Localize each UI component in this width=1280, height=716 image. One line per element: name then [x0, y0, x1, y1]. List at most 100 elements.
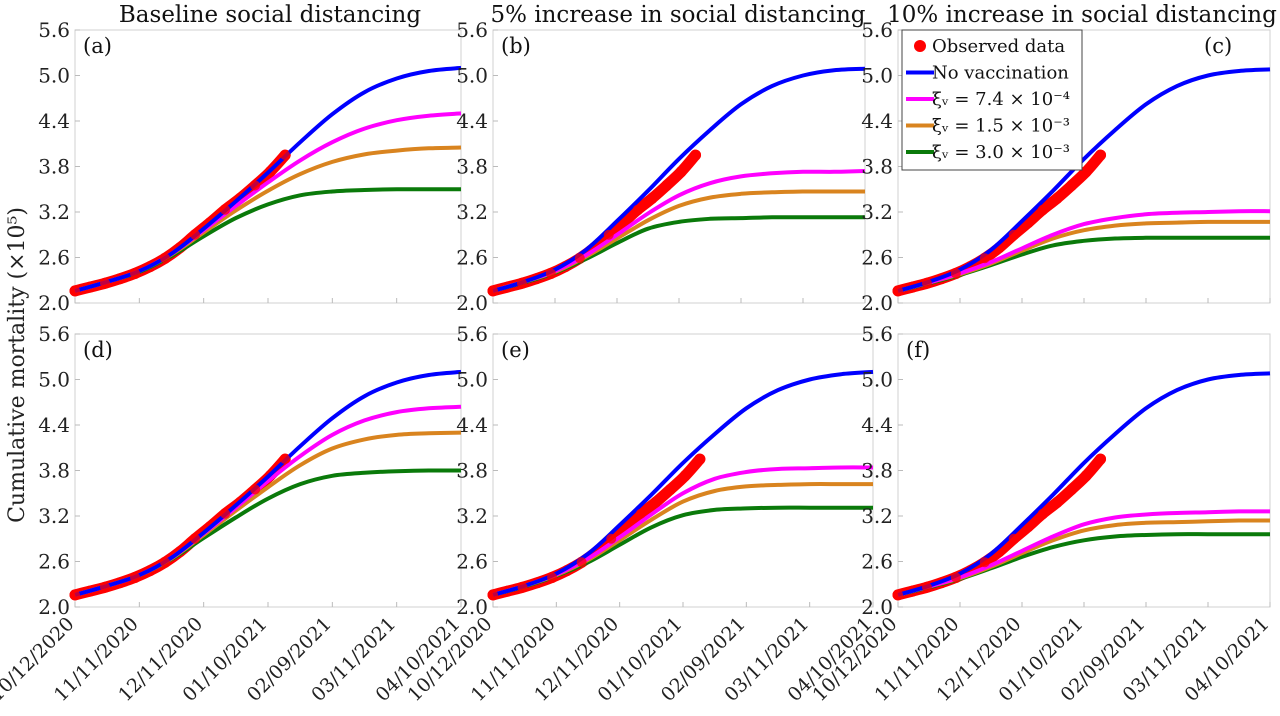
observed-data-point — [679, 470, 691, 482]
series-line-no-vaccination — [897, 371, 1271, 597]
panel-b: 2.0 2.6 3.2 3.8 4.4 5.0 5.6 (b) — [456, 18, 866, 315]
observed-data-point — [100, 582, 111, 593]
observed-data-point — [694, 454, 705, 465]
y-tick-label: 2.6 — [861, 550, 893, 574]
observed-data-point — [190, 533, 201, 544]
y-tick-label: 4.4 — [861, 109, 893, 133]
legend-label: ξᵥ = 3.0 × 10⁻³ — [932, 142, 1070, 163]
observed-data-point — [1008, 229, 1019, 240]
y-tick-label: 2.0 — [861, 291, 893, 315]
observed-data-point — [893, 589, 903, 600]
y-tick-label: 5.6 — [456, 18, 488, 42]
observed-data-point — [130, 268, 141, 279]
column-title-0: Baseline social distancing — [119, 2, 421, 28]
y-tick-label: 3.2 — [861, 200, 893, 224]
y-tick-label: 5.0 — [38, 64, 70, 88]
y-tick-label: 4.4 — [38, 413, 70, 437]
panel-label: (a) — [83, 34, 112, 58]
y-tick-label: 2.0 — [456, 595, 488, 619]
legend-label: No vaccination — [932, 63, 1069, 84]
observed-data-point — [280, 150, 291, 161]
series-line-no-vaccination — [492, 66, 866, 293]
y-tick-label: 3.8 — [861, 459, 893, 483]
observed-data-point — [1066, 484, 1077, 495]
observed-data-point — [70, 285, 80, 296]
column-title-1: 5% increase in social distancing — [490, 2, 865, 28]
legend-label: ξᵥ = 1.5 × 10⁻³ — [932, 116, 1070, 137]
panel-label: (d) — [83, 338, 113, 362]
y-tick-label: 5.0 — [861, 64, 893, 88]
y-tick-label: 3.8 — [456, 155, 488, 179]
panel-label: (e) — [501, 338, 530, 362]
y-tick-label: 5.0 — [861, 368, 893, 392]
observed-data-point — [280, 454, 291, 465]
observed-data-point — [574, 253, 585, 264]
observed-data-point — [250, 484, 261, 495]
y-tick-label: 4.4 — [456, 109, 488, 133]
y-tick-label: 3.2 — [456, 200, 488, 224]
legend-label: Observed data — [932, 36, 1065, 57]
panel-f: 2.02.63.23.84.45.05.610/12/202011/11/202… — [809, 322, 1274, 706]
legend: Observed data No vaccination ξᵥ = 7.4 × 10… — [901, 29, 1083, 171]
observed-data-point — [547, 572, 558, 583]
observed-data-point — [488, 285, 498, 296]
y-tick-label: 2.6 — [38, 246, 70, 270]
y-tick-label: 2.0 — [38, 595, 70, 619]
observed-data-point — [675, 166, 687, 178]
y-tick-label: 3.8 — [38, 155, 70, 179]
y-tick-label: 4.4 — [456, 413, 488, 437]
observed-data-point — [893, 285, 903, 296]
column-title-2: 10% increase in social distancing — [887, 2, 1277, 28]
panel-e: 2.02.63.23.84.45.05.610/12/202011/11/202… — [404, 322, 877, 706]
y-tick-label: 2.6 — [456, 550, 488, 574]
y-tick-label: 3.2 — [456, 504, 488, 528]
observed-data-point — [1051, 496, 1063, 508]
panel-label: (f) — [906, 338, 930, 362]
y-tick-label: 3.8 — [861, 155, 893, 179]
observed-data-point — [979, 253, 990, 264]
y-tick-label: 5.0 — [38, 368, 70, 392]
y-tick-label: 5.0 — [456, 368, 488, 392]
observed-data-point — [1095, 150, 1106, 161]
panel-label: (b) — [501, 34, 531, 58]
observed-data-point — [1066, 180, 1077, 191]
y-tick-label: 2.0 — [456, 291, 488, 315]
y-tick-label: 2.6 — [456, 246, 488, 270]
y-tick-label: 4.4 — [861, 413, 893, 437]
y-tick-label: 3.8 — [38, 459, 70, 483]
panel-a: 2.0 2.6 3.2 3.8 4.4 5.0 5.6 (a) — [38, 18, 462, 315]
observed-data-point — [646, 192, 658, 204]
legend-marker — [914, 40, 926, 52]
y-tick-label: 2.0 — [861, 595, 893, 619]
observed-data-point — [950, 572, 961, 583]
y-tick-label: 5.0 — [456, 64, 488, 88]
observed-data-point — [545, 268, 556, 279]
y-axis-label: Cumulative mortality (×10⁵) — [5, 207, 30, 523]
y-tick-label: 5.6 — [861, 322, 893, 346]
observed-data-point — [661, 180, 672, 191]
panel-label: (c) — [1204, 34, 1232, 58]
observed-data-point — [250, 180, 261, 191]
observed-data-point — [220, 508, 231, 519]
y-tick-label: 5.6 — [456, 322, 488, 346]
y-tick-label: 3.8 — [456, 459, 488, 483]
observed-data-point — [70, 589, 80, 600]
y-tick-label: 3.2 — [861, 504, 893, 528]
observed-data-point — [130, 572, 141, 583]
panel-d: 2.02.63.23.84.45.05.610/12/202011/11/202… — [0, 322, 465, 706]
y-tick-label: 5.6 — [38, 18, 70, 42]
legend-label: ξᵥ = 7.4 × 10⁻⁴ — [932, 89, 1070, 110]
observed-data-point — [921, 278, 932, 289]
series-line-no-vaccination — [897, 67, 1271, 293]
observed-data-point — [517, 582, 528, 593]
y-tick-label: 2.0 — [38, 291, 70, 315]
y-tick-label: 2.6 — [861, 246, 893, 270]
observed-data-point — [488, 589, 498, 600]
observed-data-point — [1051, 192, 1063, 204]
y-tick-label: 2.6 — [38, 550, 70, 574]
observed-data-point — [100, 278, 111, 289]
observed-data-point — [606, 533, 617, 544]
y-tick-label: 5.6 — [38, 322, 70, 346]
observed-data-point — [1008, 533, 1019, 544]
